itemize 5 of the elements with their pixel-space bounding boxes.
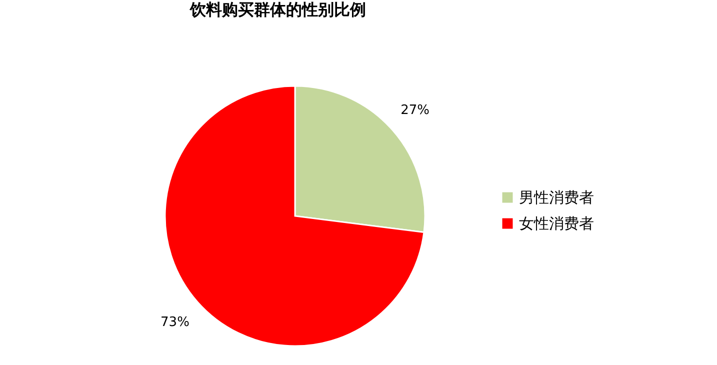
- data-label: 27%: [400, 103, 430, 118]
- data-label: 73%: [160, 314, 190, 330]
- legend-label: 男性消费者: [519, 188, 594, 206]
- chart-title: 饮料购买群体的性别比例: [189, 0, 366, 19]
- legend-label: 女性消费者: [519, 214, 594, 232]
